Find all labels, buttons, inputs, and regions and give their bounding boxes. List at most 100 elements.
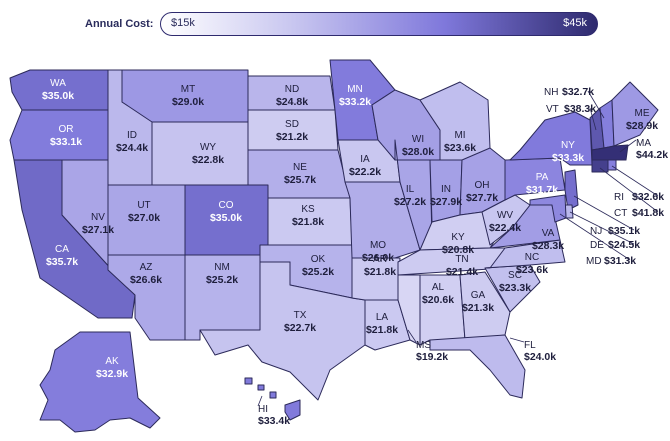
state-ms[interactable] xyxy=(397,274,421,346)
state-value-me: $28.9k xyxy=(626,120,658,132)
state-value-wi: $28.0k xyxy=(402,146,434,158)
leader-line-nh xyxy=(587,90,605,119)
state-value-wa: $35.0k xyxy=(42,90,74,102)
state-abbr-ne: NE xyxy=(293,162,307,173)
state-value-nm: $25.2k xyxy=(206,274,238,286)
state-abbr-ri: RI xyxy=(614,192,624,203)
state-abbr-nv: NV xyxy=(91,212,105,223)
state-abbr-wv: WV xyxy=(497,210,513,221)
state-abbr-wi: WI xyxy=(412,134,424,145)
state-abbr-az: AZ xyxy=(140,262,153,273)
state-ak[interactable] xyxy=(39,331,161,433)
state-abbr-mi: MI xyxy=(454,130,465,141)
state-abbr-me: ME xyxy=(635,108,650,119)
legend-max: $45k xyxy=(563,17,587,29)
state-value-mn: $33.2k xyxy=(339,96,371,108)
state-value-vt: $38.3k xyxy=(564,103,596,115)
state-abbr-mn: MN xyxy=(347,84,363,95)
state-value-ny: $33.3k xyxy=(552,152,584,164)
state-abbr-ms: MS xyxy=(416,340,431,351)
state-nj[interactable] xyxy=(564,169,579,211)
state-value-md: $31.3k xyxy=(604,255,636,267)
state-value-sd: $21.2k xyxy=(276,131,308,143)
state-value-la: $21.8k xyxy=(366,324,398,336)
state-ct[interactable] xyxy=(591,159,609,173)
state-value-sc: $23.3k xyxy=(499,282,531,294)
state-abbr-hi: HI xyxy=(258,404,268,415)
state-value-nv: $27.1k xyxy=(82,224,114,236)
leader-line-ri xyxy=(611,165,659,197)
leader-line-vt xyxy=(589,107,597,131)
state-md[interactable] xyxy=(529,194,567,223)
state-nc[interactable] xyxy=(484,239,566,269)
state-abbr-nd: ND xyxy=(285,84,299,95)
state-sd[interactable] xyxy=(247,109,339,151)
state-abbr-id: ID xyxy=(127,130,137,141)
legend-color-scale: $15k $45k xyxy=(160,12,598,36)
state-labels: WA$35.0kOR$33.1kCA$35.7kNV$27.1kID$24.4k… xyxy=(42,78,658,380)
state-abbr-pa: PA xyxy=(536,172,549,183)
state-abbr-vt: VT xyxy=(546,104,559,115)
state-value-mo: $26.0k xyxy=(362,252,394,264)
state-value-de: $24.5k xyxy=(608,239,640,251)
state-ga[interactable] xyxy=(459,271,511,341)
state-abbr-or: OR xyxy=(59,124,74,135)
leader-line-fl xyxy=(509,337,525,343)
state-value-ks: $21.8k xyxy=(292,216,324,228)
state-abbr-mt: MT xyxy=(181,84,195,95)
state-abbr-fl: FL xyxy=(524,340,536,351)
state-abbr-nj: NJ xyxy=(590,226,602,237)
state-value-or: $33.1k xyxy=(50,136,82,148)
state-value-mi: $23.6k xyxy=(444,142,476,154)
state-ri[interactable] xyxy=(607,159,617,171)
state-abbr-sc: SC xyxy=(508,270,522,281)
state-abbr-ca: CA xyxy=(55,244,69,255)
state-value-nc: $23.6k xyxy=(516,264,548,276)
state-or[interactable] xyxy=(9,109,109,161)
state-abbr-ut: UT xyxy=(137,200,150,211)
state-value-il: $27.2k xyxy=(394,196,426,208)
state-value-tx: $22.7k xyxy=(284,322,316,334)
state-abbr-tx: TX xyxy=(294,310,307,321)
state-value-fl: $24.0k xyxy=(524,351,556,363)
state-value-nj: $35.1k xyxy=(608,225,640,237)
legend-min: $15k xyxy=(171,17,195,29)
state-value-hi: $33.4k xyxy=(258,415,290,427)
state-value-co: $35.0k xyxy=(210,212,242,224)
state-value-ga: $21.3k xyxy=(462,302,494,314)
state-abbr-nm: NM xyxy=(214,262,230,273)
state-abbr-ct: CT xyxy=(614,208,627,219)
state-value-va: $28.3k xyxy=(532,240,564,252)
state-abbr-oh: OH xyxy=(475,180,490,191)
state-fl[interactable] xyxy=(429,334,526,399)
state-value-oh: $27.7k xyxy=(466,192,498,204)
state-abbr-ny: NY xyxy=(561,140,575,151)
state-value-ma: $44.2k xyxy=(636,149,668,161)
state-abbr-de: DE xyxy=(590,240,604,251)
state-la[interactable] xyxy=(364,299,411,351)
state-abbr-tn: TN xyxy=(455,254,468,265)
state-value-ut: $27.0k xyxy=(128,212,160,224)
state-value-pa: $31.7k xyxy=(526,184,558,196)
state-value-ia: $22.2k xyxy=(349,166,381,178)
state-shapes xyxy=(9,59,659,433)
state-abbr-il: IL xyxy=(406,184,415,195)
state-abbr-md: MD xyxy=(586,256,602,267)
leader-line-de xyxy=(569,211,635,245)
state-abbr-nh: NH xyxy=(544,87,558,98)
state-abbr-ar: AR xyxy=(373,254,387,265)
state-value-ne: $25.7k xyxy=(284,174,316,186)
state-value-ar: $21.8k xyxy=(364,266,396,278)
state-hi[interactable] xyxy=(244,377,301,421)
state-abbr-mo: MO xyxy=(370,240,386,251)
state-abbr-al: AL xyxy=(432,282,445,293)
state-value-ct: $41.8k xyxy=(632,207,664,219)
state-value-wy: $22.8k xyxy=(192,154,224,166)
state-abbr-co: CO xyxy=(219,200,234,211)
state-me[interactable] xyxy=(611,81,659,147)
state-abbr-sd: SD xyxy=(285,119,299,130)
state-value-nh: $32.7k xyxy=(562,86,594,98)
state-value-in: $27.9k xyxy=(430,196,462,208)
